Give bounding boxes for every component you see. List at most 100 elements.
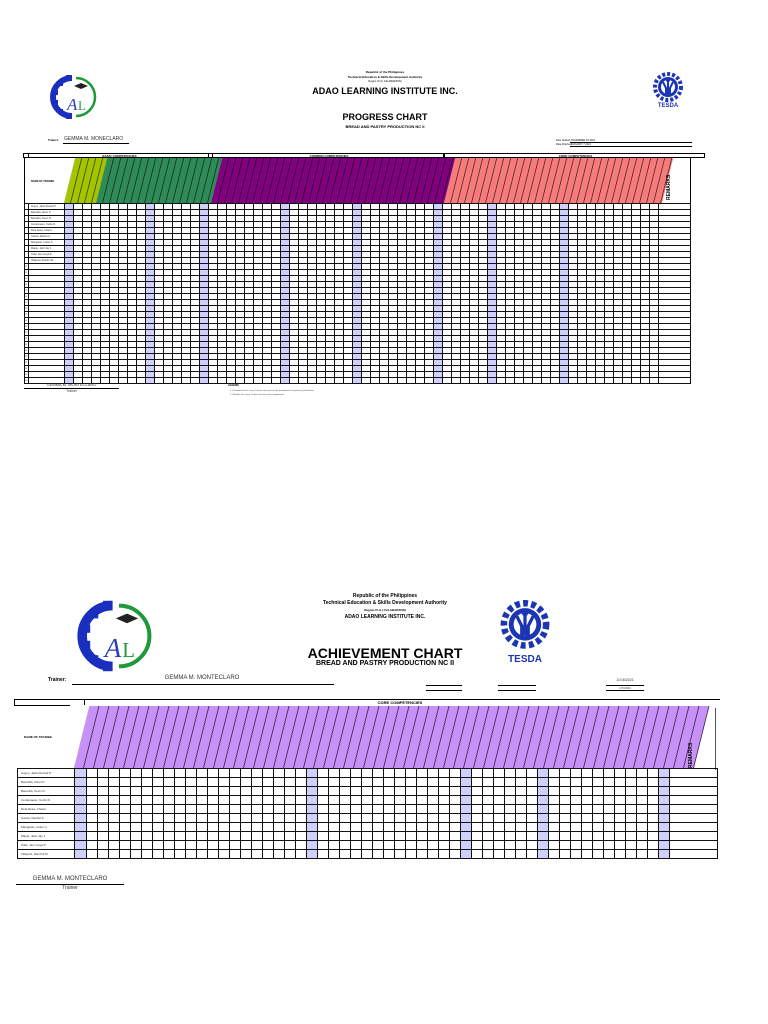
- competency-cell[interactable]: [119, 831, 131, 841]
- competency-cell[interactable]: [493, 786, 505, 796]
- competency-cell[interactable]: [119, 768, 131, 778]
- competency-cell[interactable]: [328, 840, 340, 850]
- competency-cell[interactable]: [218, 777, 230, 787]
- competency-cell[interactable]: [185, 768, 197, 778]
- competency-cell[interactable]: [581, 768, 593, 778]
- competency-cell[interactable]: [262, 377, 272, 384]
- remarks-cell[interactable]: [669, 786, 718, 796]
- competency-cell[interactable]: [361, 849, 373, 859]
- competency-cell[interactable]: [570, 795, 582, 805]
- competency-cell[interactable]: [86, 831, 98, 841]
- competency-cell[interactable]: [273, 804, 285, 814]
- competency-cell[interactable]: [339, 786, 351, 796]
- competency-cell[interactable]: [207, 768, 219, 778]
- competency-cell[interactable]: [306, 849, 318, 859]
- competency-cell[interactable]: [262, 849, 274, 859]
- competency-cell[interactable]: [548, 804, 560, 814]
- competency-cell[interactable]: [504, 849, 516, 859]
- competency-cell[interactable]: [350, 795, 362, 805]
- competency-cell[interactable]: [240, 804, 252, 814]
- competency-cell[interactable]: [361, 831, 373, 841]
- competency-cell[interactable]: [427, 831, 439, 841]
- competency-cell[interactable]: [625, 777, 637, 787]
- competency-cell[interactable]: [460, 795, 472, 805]
- competency-cell[interactable]: [405, 813, 417, 823]
- competency-cell[interactable]: [416, 795, 428, 805]
- competency-cell[interactable]: [449, 822, 461, 832]
- competency-cell[interactable]: [262, 786, 274, 796]
- competency-cell[interactable]: [625, 849, 637, 859]
- competency-cell[interactable]: [372, 813, 384, 823]
- competency-cell[interactable]: [570, 786, 582, 796]
- competency-cell[interactable]: [350, 831, 362, 841]
- competency-cell[interactable]: [119, 777, 131, 787]
- competency-cell[interactable]: [625, 786, 637, 796]
- competency-cell[interactable]: [86, 840, 98, 850]
- competency-cell[interactable]: [141, 813, 153, 823]
- competency-cell[interactable]: [97, 840, 109, 850]
- competency-cell[interactable]: [504, 768, 516, 778]
- competency-cell[interactable]: [119, 840, 131, 850]
- competency-cell[interactable]: [614, 777, 626, 787]
- competency-cell[interactable]: [141, 804, 153, 814]
- competency-cell[interactable]: [603, 768, 615, 778]
- competency-cell[interactable]: [174, 813, 186, 823]
- competency-cell[interactable]: [537, 786, 549, 796]
- competency-cell[interactable]: [482, 831, 494, 841]
- competency-cell[interactable]: [515, 813, 527, 823]
- competency-cell[interactable]: [394, 831, 406, 841]
- competency-cell[interactable]: [658, 813, 670, 823]
- competency-cell[interactable]: [97, 849, 109, 859]
- competency-cell[interactable]: [370, 377, 380, 384]
- competency-cell[interactable]: [482, 804, 494, 814]
- competency-cell[interactable]: [372, 777, 384, 787]
- competency-cell[interactable]: [548, 768, 560, 778]
- remarks-cell[interactable]: [669, 804, 718, 814]
- competency-cell[interactable]: [625, 768, 637, 778]
- competency-cell[interactable]: [130, 840, 142, 850]
- competency-cell[interactable]: [581, 813, 593, 823]
- competency-cell[interactable]: [185, 813, 197, 823]
- competency-cell[interactable]: [514, 377, 524, 384]
- competency-cell[interactable]: [86, 804, 98, 814]
- competency-cell[interactable]: [647, 768, 659, 778]
- competency-cell[interactable]: [350, 786, 362, 796]
- competency-cell[interactable]: [174, 795, 186, 805]
- competency-cell[interactable]: [647, 849, 659, 859]
- competency-cell[interactable]: [460, 804, 472, 814]
- competency-cell[interactable]: [163, 777, 175, 787]
- competency-cell[interactable]: [218, 786, 230, 796]
- competency-cell[interactable]: [537, 804, 549, 814]
- competency-cell[interactable]: [108, 831, 120, 841]
- competency-cell[interactable]: [636, 795, 648, 805]
- competency-cell[interactable]: [218, 804, 230, 814]
- competency-cell[interactable]: [405, 786, 417, 796]
- competency-cell[interactable]: [97, 795, 109, 805]
- competency-cell[interactable]: [199, 377, 209, 384]
- competency-cell[interactable]: [460, 777, 472, 787]
- competency-cell[interactable]: [119, 786, 131, 796]
- competency-cell[interactable]: [273, 795, 285, 805]
- competency-cell[interactable]: [541, 377, 551, 384]
- competency-cell[interactable]: [526, 840, 538, 850]
- competency-cell[interactable]: [614, 795, 626, 805]
- competency-cell[interactable]: [559, 768, 571, 778]
- date-started-value[interactable]: NOVEMBER 16,2021: [571, 139, 596, 142]
- competency-cell[interactable]: [130, 813, 142, 823]
- competency-cell[interactable]: [152, 795, 164, 805]
- competency-cell[interactable]: [658, 831, 670, 841]
- competency-cell[interactable]: [207, 813, 219, 823]
- competency-cell[interactable]: [504, 786, 516, 796]
- competency-cell[interactable]: [559, 795, 571, 805]
- competency-cell[interactable]: [130, 777, 142, 787]
- competency-cell[interactable]: [416, 840, 428, 850]
- competency-cell[interactable]: [262, 831, 274, 841]
- competency-cell[interactable]: [86, 813, 98, 823]
- competency-cell[interactable]: [185, 786, 197, 796]
- competency-cell[interactable]: [427, 786, 439, 796]
- competency-cell[interactable]: [482, 822, 494, 832]
- competency-cell[interactable]: [438, 804, 450, 814]
- competency-cell[interactable]: [478, 377, 488, 384]
- competency-cell[interactable]: [537, 813, 549, 823]
- competency-cell[interactable]: [504, 804, 516, 814]
